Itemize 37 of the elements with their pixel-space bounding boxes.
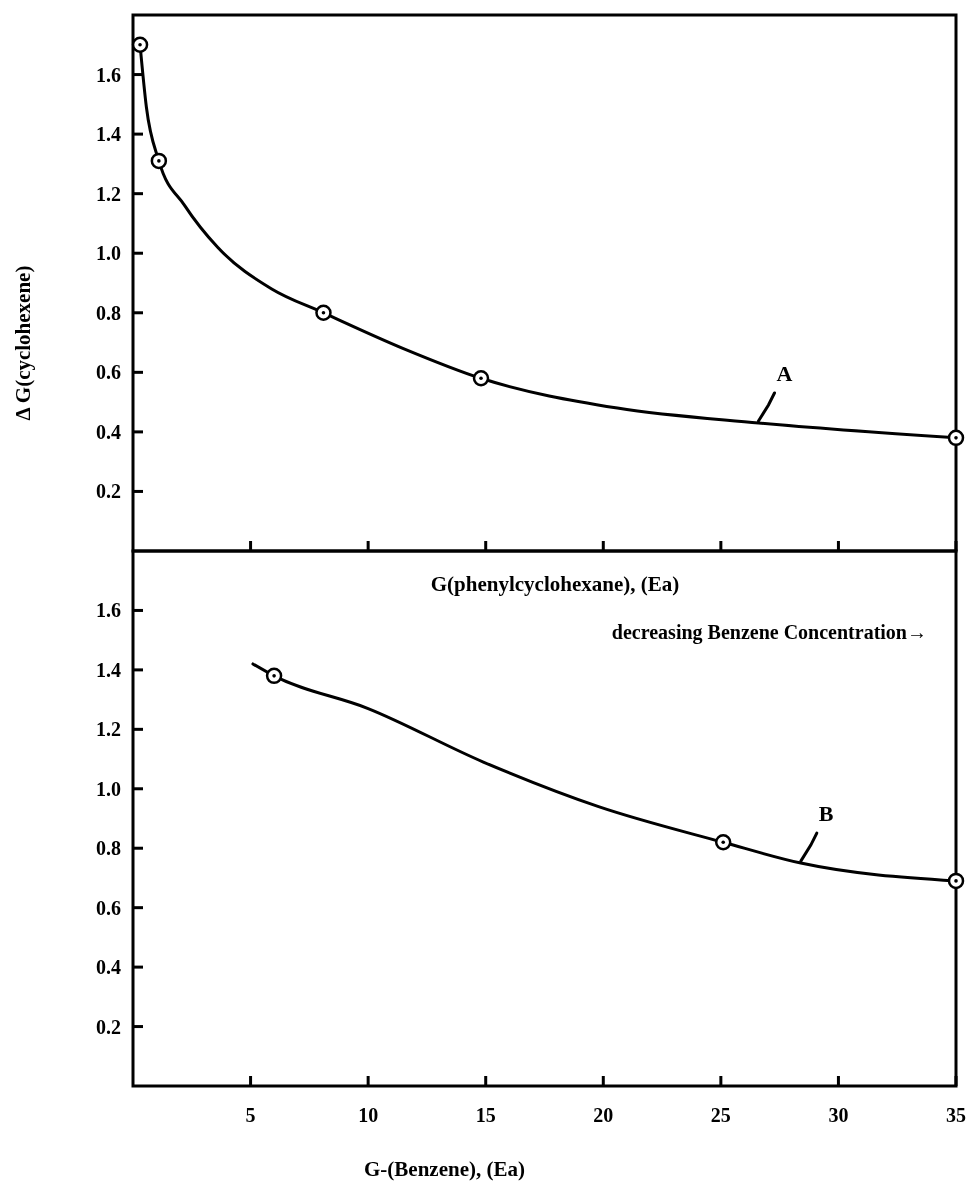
point xyxy=(265,667,283,685)
series-label: B xyxy=(818,801,834,827)
point xyxy=(472,370,490,387)
x-tick-label: 35 xyxy=(946,1104,966,1126)
point xyxy=(947,872,965,890)
y-tick-label: 0.8 xyxy=(96,301,121,324)
point xyxy=(315,304,332,322)
y-tick-label: 0.8 xyxy=(96,837,121,860)
x-tick-label: 10 xyxy=(358,1104,379,1126)
y-tick-label: 1.6 xyxy=(96,599,121,622)
y-tick-label: 0.2 xyxy=(96,480,121,503)
x-tick-label: 5 xyxy=(245,1104,256,1126)
point xyxy=(714,834,732,851)
series-label: A xyxy=(776,360,793,386)
x-tick-label: 25 xyxy=(710,1104,731,1126)
annotation: decreasing Benzene Concentration→ xyxy=(611,621,927,644)
x-tick-label: 20 xyxy=(593,1104,614,1126)
point xyxy=(947,429,965,447)
x-tick-label: 15 xyxy=(475,1104,496,1126)
y-tick-label: 1.4 xyxy=(96,658,121,681)
x-axis-title: G(phenylcyclohexane), (Ea) xyxy=(430,572,680,596)
point xyxy=(131,36,149,54)
y-axis-title: Δ G(cyclohexene) xyxy=(11,265,35,421)
y-tick-label: 0.6 xyxy=(96,361,121,384)
y-tick-label: 1.2 xyxy=(96,182,121,205)
y-tick-label: 0.2 xyxy=(96,1015,121,1038)
y-tick-label: 1.0 xyxy=(96,242,121,265)
y-tick-label: 1.0 xyxy=(96,777,121,800)
y-tick-label: 1.4 xyxy=(96,123,121,146)
y-tick-label: 0.4 xyxy=(96,956,121,979)
y-tick-label: 1.6 xyxy=(96,63,121,86)
point xyxy=(150,152,168,170)
x-axis-title: G-(Benzene), (Ea) xyxy=(364,1157,525,1181)
y-tick-label: 0.6 xyxy=(96,896,121,919)
y-tick-label: 1.2 xyxy=(96,718,121,741)
y-tick-label: 0.4 xyxy=(96,420,121,443)
x-tick-label: 30 xyxy=(828,1104,849,1126)
